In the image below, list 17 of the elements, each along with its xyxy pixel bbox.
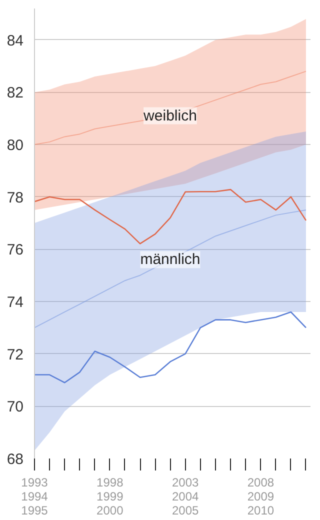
y-tick-label: 78	[6, 189, 24, 206]
y-tick-label: 84	[6, 32, 24, 50]
x-tick-label: 1998 1999 2000	[96, 476, 124, 518]
x-tick-label: 2008 2009 2010	[247, 476, 274, 518]
series-label: weiblich	[142, 107, 197, 124]
series-label: männlich	[140, 251, 200, 268]
y-tick-label: 80	[6, 137, 24, 154]
y-tick-label: 76	[6, 242, 24, 259]
x-tick-label: 1993 1994 1995	[21, 476, 48, 518]
y-tick-label: 82	[6, 84, 24, 102]
x-tick-label: 2003 2004 2005	[172, 476, 199, 518]
y-tick-label: 74	[6, 294, 24, 312]
line-series	[34, 188, 307, 244]
y-tick-label: 70	[6, 398, 24, 416]
y-tick-label: 72	[6, 346, 24, 364]
line-series	[34, 311, 307, 384]
y-tick-label: 68	[6, 451, 24, 468]
